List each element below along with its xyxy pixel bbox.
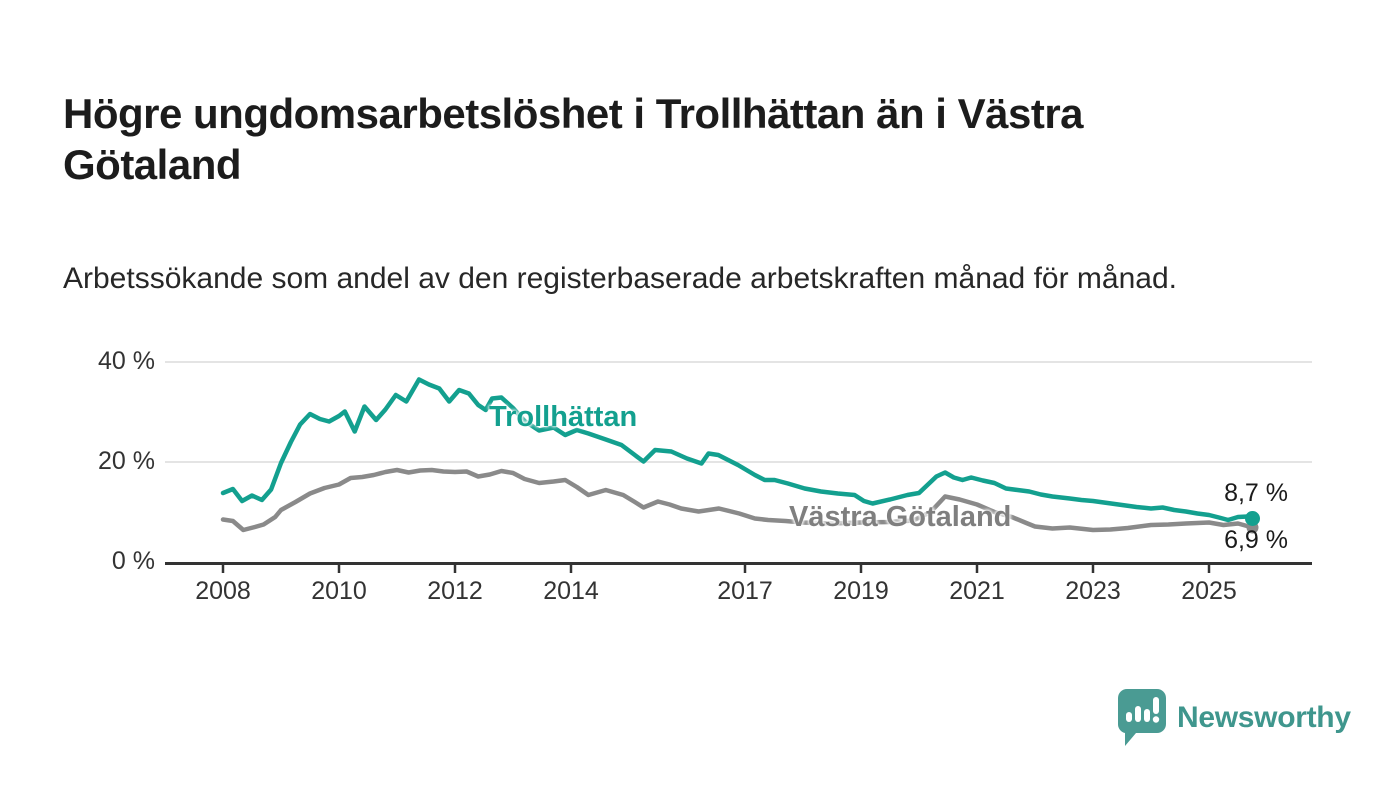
series-label-vastra-gotaland: Västra Götaland bbox=[789, 501, 1012, 533]
y-tick-label: 40 % bbox=[98, 347, 155, 375]
x-tick-label: 2019 bbox=[833, 577, 889, 605]
y-tick-label: 0 % bbox=[111, 547, 155, 575]
series-label-trollhattan: Trollhättan bbox=[489, 401, 638, 433]
series-line-1 bbox=[220, 467, 1255, 533]
newsworthy-logo: Newsworthy bbox=[1117, 688, 1351, 748]
x-tick-label: 2023 bbox=[1065, 577, 1121, 605]
newsworthy-wordmark: Newsworthy bbox=[1177, 701, 1351, 734]
bar-chart-speech-bubble-icon bbox=[1118, 689, 1166, 746]
chart-subtitle: Arbetssökande som andel av den registerb… bbox=[63, 262, 1177, 295]
x-tick-label: 2012 bbox=[427, 577, 483, 605]
chart-title: Högre ungdomsarbetslöshet i Trollhättan … bbox=[63, 90, 1084, 189]
x-tick-label: 2014 bbox=[543, 577, 599, 605]
x-tick-label: 2008 bbox=[195, 577, 251, 605]
end-value-trollhattan: 8,7 % bbox=[1224, 479, 1288, 507]
end-value-vastra-gotaland: 6,9 % bbox=[1224, 526, 1288, 554]
series-end-dot-0 bbox=[1245, 511, 1260, 526]
series-line-0 bbox=[220, 377, 1255, 523]
y-tick-label: 20 % bbox=[98, 447, 155, 475]
x-tick-label: 2017 bbox=[717, 577, 773, 605]
x-tick-label: 2025 bbox=[1181, 577, 1237, 605]
x-tick-label: 2010 bbox=[311, 577, 367, 605]
x-tick-label: 2021 bbox=[949, 577, 1005, 605]
